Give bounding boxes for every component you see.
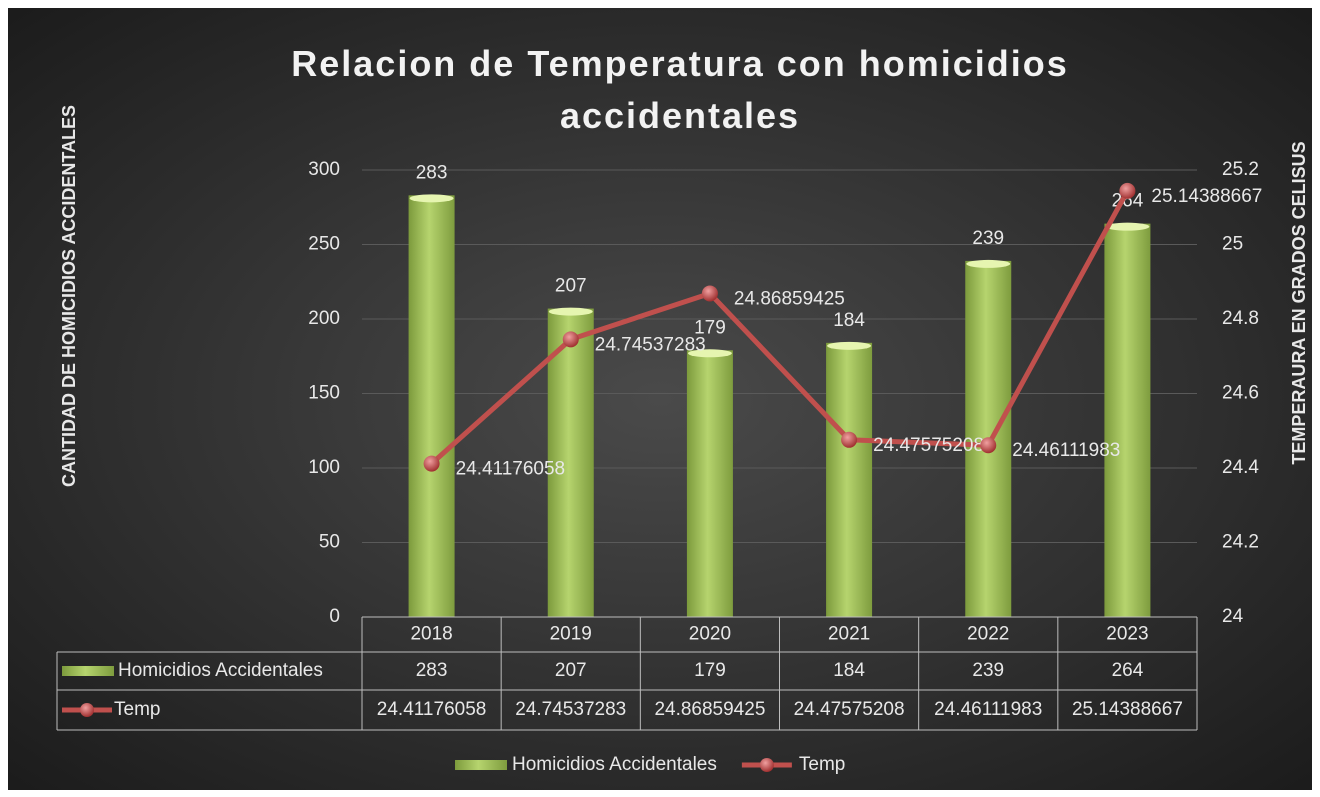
legend-key — [759, 758, 774, 772]
y-tick-label: 50 — [319, 532, 340, 553]
table-row-label: Temp — [114, 699, 160, 720]
y2-axis-label: TEMPERAURA EN GRADOS CELISUS — [1289, 141, 1309, 464]
y-tick-label: 300 — [308, 159, 340, 180]
bar — [826, 342, 873, 617]
data-label: 24.46111983 — [1012, 440, 1120, 461]
y-tick-label: 100 — [308, 457, 340, 478]
table-cell: 24.47575208 — [794, 699, 905, 720]
data-label: 24.41176058 — [456, 459, 566, 480]
line-marker — [1119, 182, 1136, 199]
line-marker — [980, 437, 997, 454]
data-label: 239 — [972, 228, 1004, 249]
y2-tick-label: 24.6 — [1222, 383, 1259, 404]
data-label: 184 — [833, 310, 865, 331]
x-tick-label: 2018 — [410, 624, 452, 645]
bar-top — [409, 194, 454, 203]
bar — [408, 195, 455, 617]
table-cell: 264 — [1112, 660, 1144, 681]
table-cell: 24.86859425 — [654, 699, 765, 720]
y-tick-label: 200 — [308, 308, 340, 329]
bar — [1104, 223, 1151, 617]
x-tick-label: 2019 — [550, 624, 592, 645]
x-tick-label: 2021 — [828, 624, 870, 645]
line-marker — [423, 455, 440, 472]
data-label: 179 — [694, 317, 726, 338]
table-cell: 24.74537283 — [515, 699, 626, 720]
data-label: 24.86859425 — [734, 288, 845, 309]
data-label: 24.74537283 — [595, 334, 706, 355]
line-marker — [701, 285, 718, 302]
data-label: 207 — [555, 276, 587, 297]
table-cell: 179 — [694, 660, 726, 681]
table-legend-key — [80, 703, 94, 717]
y-tick-label: 0 — [329, 606, 340, 627]
x-tick-label: 2020 — [689, 624, 731, 645]
line-marker — [562, 331, 579, 348]
y-tick-label: 150 — [308, 383, 340, 404]
y2-tick-label: 25 — [1222, 234, 1243, 255]
table-cell: 25.14388667 — [1072, 699, 1183, 720]
y2-tick-label: 24 — [1222, 606, 1244, 627]
chart-title: Relacion de Temperatura con homicidios a… — [291, 43, 1069, 136]
x-tick-label: 2023 — [1106, 624, 1148, 645]
table-row-label: Homicidios Accidentales — [118, 660, 323, 681]
bar-top — [687, 349, 732, 358]
table-cell: 283 — [416, 660, 448, 681]
y2-tick-label: 24.4 — [1222, 457, 1259, 478]
line-marker — [841, 431, 858, 448]
y2-tick-label: 25.2 — [1222, 159, 1259, 180]
table-cell: 207 — [555, 660, 587, 681]
bar-top — [548, 307, 593, 316]
table-cell: 24.46111983 — [934, 699, 1042, 720]
legend-label: Temp — [799, 754, 845, 775]
chart-background — [8, 8, 1312, 790]
y2-tick-label: 24.2 — [1222, 532, 1259, 553]
legend-label: Homicidios Accidentales — [512, 754, 717, 775]
bar-top — [1105, 222, 1150, 231]
data-label: 24.47575208 — [873, 435, 984, 456]
table-cell: 239 — [972, 660, 1004, 681]
legend-key — [455, 760, 507, 770]
bar — [547, 308, 594, 617]
table-cell: 184 — [833, 660, 865, 681]
y2-tick-label: 24.8 — [1222, 308, 1259, 329]
table-cell: 24.41176058 — [377, 699, 487, 720]
bar — [686, 350, 733, 617]
bar-top — [827, 341, 872, 350]
bar-top — [966, 259, 1011, 268]
x-tick-label: 2022 — [967, 624, 1009, 645]
data-label: 283 — [416, 162, 448, 183]
y-tick-label: 250 — [308, 234, 340, 255]
line — [429, 189, 1130, 466]
table-legend-key — [62, 666, 114, 676]
y-axis-label: CANTIDAD DE HOMICIDIOS ACCIDENTALES — [59, 105, 79, 487]
data-label: 25.14388667 — [1151, 186, 1262, 207]
